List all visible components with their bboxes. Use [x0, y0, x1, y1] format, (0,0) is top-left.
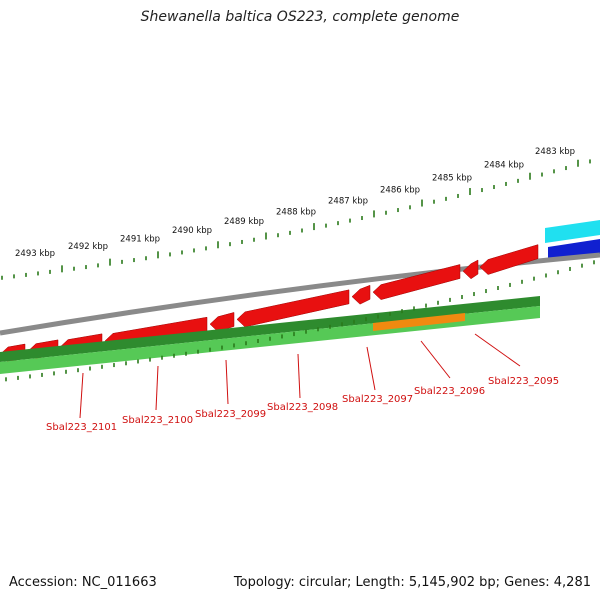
scale-label: 2493 kbp — [15, 249, 55, 259]
gene-callout-line — [155, 365, 159, 411]
cds-forward-gene — [372, 264, 461, 300]
scale-label: 2488 kbp — [276, 207, 316, 217]
cds-forward-gene — [479, 244, 539, 275]
scale-label: 2489 kbp — [224, 217, 264, 227]
cds-reverse-band-dark — [0, 296, 540, 362]
scale-label: 2490 kbp — [172, 226, 212, 236]
cds-forward-gene — [462, 259, 479, 280]
gene-callout-line — [297, 353, 301, 399]
scale-label: 2491 kbp — [120, 234, 160, 244]
gene-label: Sbal223_2096 — [414, 386, 485, 397]
gene-callout-line — [420, 340, 451, 379]
gene-callout-line — [79, 372, 84, 419]
gene-label: Sbal223_2100 — [122, 415, 193, 426]
inner-ticks — [5, 260, 595, 382]
rna-feature-cyan — [545, 220, 600, 243]
scale-ticks — [1, 159, 591, 280]
scale-label: 2484 kbp — [484, 161, 524, 171]
gene-label: Sbal223_2097 — [342, 394, 413, 405]
accession-text: Accession: NC_011663 — [9, 575, 157, 590]
cds-forward-gene — [351, 284, 371, 305]
gene-label: Sbal223_2098 — [267, 402, 338, 413]
gene-callout-line — [474, 333, 521, 367]
scale-label: 2485 kbp — [432, 173, 472, 183]
gene-callout-line — [366, 346, 376, 391]
scale-label: 2486 kbp — [380, 185, 420, 195]
scale-label: 2492 kbp — [68, 242, 108, 252]
gene-callout-line — [225, 359, 229, 405]
scale-label: 2487 kbp — [328, 197, 368, 207]
scale-label: 2483 kbp — [535, 147, 575, 157]
gene-callouts: Sbal223_2101Sbal223_2100Sbal223_2099Sbal… — [46, 333, 559, 433]
cds-forward-gene — [236, 289, 350, 328]
map-title: Shewanella baltica OS223, complete genom… — [140, 9, 460, 25]
gene-label: Sbal223_2099 — [195, 409, 266, 420]
highlighted-gene — [373, 313, 465, 331]
scale-labels: 2493 kbp 2492 kbp 2491 kbp 2490 kbp 2489 kbp… — [15, 147, 575, 259]
gene-label: Sbal223_2095 — [488, 376, 559, 387]
gene-label: Sbal223_2101 — [46, 422, 117, 433]
topology-text: Topology: circular; Length: 5,145,902 bp… — [233, 575, 591, 590]
